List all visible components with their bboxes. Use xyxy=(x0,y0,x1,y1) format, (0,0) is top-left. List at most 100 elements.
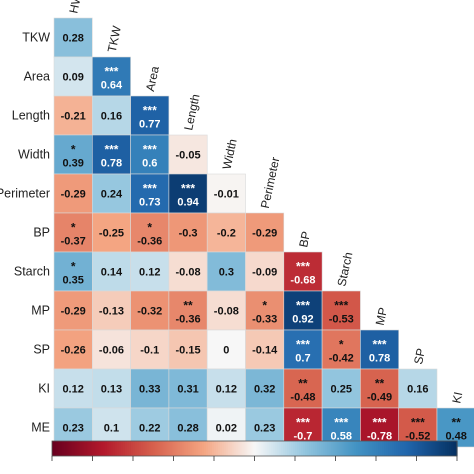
color-bar-segment xyxy=(448,441,452,456)
color-bar-segment xyxy=(428,441,432,456)
cell-value: -0.01 xyxy=(214,189,239,201)
color-bar-segment xyxy=(86,441,90,456)
significance-mark: ** xyxy=(375,377,385,391)
color-bar-segment xyxy=(386,441,389,456)
heatmap-cell xyxy=(321,368,361,409)
color-bar-segment xyxy=(104,441,108,456)
cell-mp-hw: -0.29 xyxy=(53,290,93,331)
cell-sp-bp: ***0.7 xyxy=(283,329,323,370)
cell-value: 0.09 xyxy=(62,72,83,84)
color-bar-segment xyxy=(122,441,126,456)
heatmap-cell xyxy=(245,212,285,253)
color-bar-segment xyxy=(143,441,146,456)
color-bar-segment xyxy=(58,441,61,456)
cell-value: 0.77 xyxy=(139,119,160,131)
color-bar-segment xyxy=(305,441,308,456)
color-bar-segment xyxy=(193,441,197,456)
cell-value: 0.22 xyxy=(139,423,160,435)
color-bar-segment xyxy=(70,441,73,456)
cell-width-area: ***0.6 xyxy=(130,134,170,175)
cell-value: -0.68 xyxy=(290,275,315,287)
heatmap-cell xyxy=(245,329,285,370)
color-bar-segment xyxy=(416,441,420,456)
color-bar-segment xyxy=(392,441,395,456)
row-label: Starch xyxy=(14,265,50,279)
column-label: HW xyxy=(66,0,84,15)
cell-bp-width: -0.2 xyxy=(206,212,246,253)
color-bar-segment xyxy=(110,441,114,456)
cell-value: 0.02 xyxy=(216,423,237,435)
row-label: Length xyxy=(12,109,50,123)
color-bar-segment xyxy=(220,441,223,456)
cell-perimeter-tkw: 0.24 xyxy=(92,173,131,214)
row-label: ME xyxy=(31,421,50,435)
color-bar-segment xyxy=(151,441,154,456)
significance-mark: *** xyxy=(373,416,387,430)
cell-mp-bp: ***0.92 xyxy=(283,290,323,331)
column-label: KI xyxy=(449,391,465,405)
cell-value: 0.92 xyxy=(292,314,313,326)
color-bar-segment xyxy=(274,441,278,456)
color-bar-segment xyxy=(288,441,292,456)
cell-mp-tkw: -0.13 xyxy=(92,290,131,331)
color-bar-segment xyxy=(266,441,270,456)
color-bar-segment xyxy=(270,441,274,456)
significance-mark: ** xyxy=(451,416,461,430)
color-bar-segment xyxy=(329,441,333,456)
significance-mark: *** xyxy=(296,416,310,430)
cell-value: 0.23 xyxy=(254,423,275,435)
color-bar-segment xyxy=(280,441,284,456)
color-bar-segment xyxy=(384,441,387,456)
color-bar-segment xyxy=(98,441,102,456)
cell-area-hw: 0.09 xyxy=(53,56,93,97)
color-bar-segment xyxy=(400,441,403,456)
color-bar-segment xyxy=(343,441,347,456)
cell-ki-bp: **-0.48 xyxy=(283,368,323,409)
color-bar-segment xyxy=(157,441,160,456)
color-bar-segment xyxy=(295,441,298,456)
cell-sp-width: 0 xyxy=(206,329,246,370)
color-bar-segment xyxy=(436,441,440,456)
cell-value: 0.58 xyxy=(331,431,352,443)
color-bar-segment xyxy=(145,441,148,456)
color-bar-segment xyxy=(380,441,383,456)
cell-value: 0.23 xyxy=(62,423,83,435)
cell-starch-bp: ***-0.68 xyxy=(283,251,323,292)
cell-value: 0.73 xyxy=(139,197,160,209)
column-label: BP xyxy=(296,230,313,249)
cell-value: 0.39 xyxy=(62,158,83,170)
cell-starch-area: 0.12 xyxy=(130,251,170,292)
heatmap-cell xyxy=(168,329,208,370)
color-bar-segment xyxy=(272,441,276,456)
significance-mark: *** xyxy=(296,260,310,274)
column-label: Area xyxy=(143,65,162,93)
cell-mp-length: **-0.36 xyxy=(168,290,208,331)
cell-bp-perimeter: -0.29 xyxy=(245,212,285,253)
row-label: SP xyxy=(33,343,50,357)
color-bar-segment xyxy=(189,441,193,456)
color-bar-segment xyxy=(319,441,322,456)
cell-perimeter-length: ***0.94 xyxy=(168,173,208,214)
color-bar-segment xyxy=(404,441,407,456)
color-bar-segment xyxy=(349,441,353,456)
color-bar-segment xyxy=(426,441,430,456)
cell-mp-width: -0.08 xyxy=(206,290,246,331)
significance-mark: *** xyxy=(143,182,157,196)
column-label: TKW xyxy=(105,24,124,54)
heatmap-cell xyxy=(92,134,131,175)
heatmap-cell xyxy=(283,251,323,292)
color-bar-segment xyxy=(286,441,290,456)
cell-ki-sp: 0.16 xyxy=(398,368,438,409)
color-bar-segment xyxy=(199,441,203,456)
color-bar-segment xyxy=(88,441,92,456)
color-bar-segment xyxy=(183,441,187,456)
heatmap-cell xyxy=(53,56,93,97)
heatmap-cell xyxy=(130,368,170,409)
color-bar-segment xyxy=(382,441,385,456)
heatmap-cell xyxy=(53,368,93,409)
significance-mark: *** xyxy=(334,299,348,313)
cell-value: -0.29 xyxy=(61,306,86,318)
significance-mark: * xyxy=(262,299,267,313)
heatmap-cell xyxy=(130,290,170,331)
